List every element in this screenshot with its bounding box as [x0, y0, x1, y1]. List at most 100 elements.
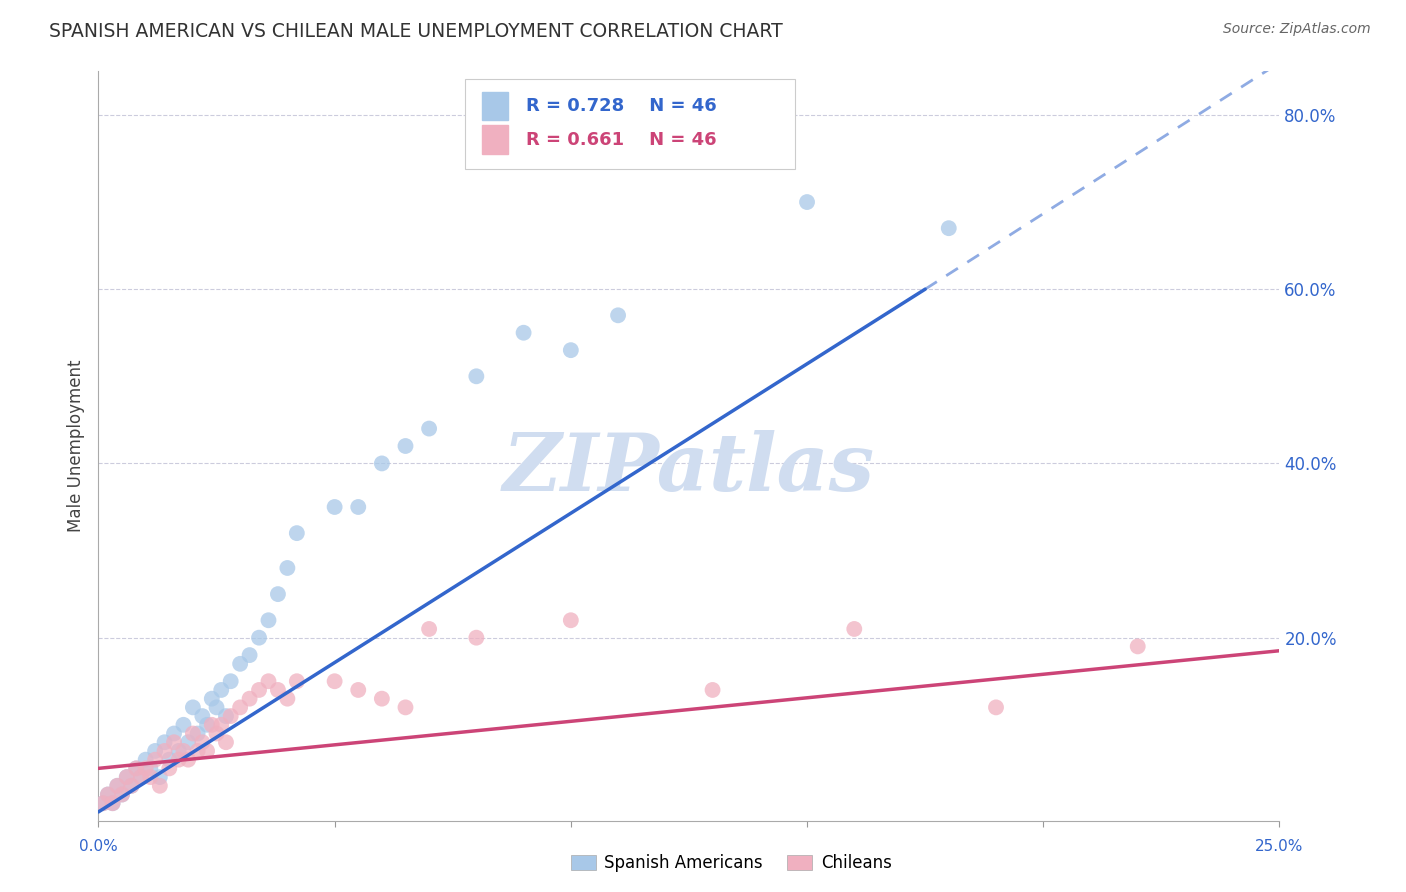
Point [129, 770, 152, 784]
Point [195, 744, 218, 758]
Point [796, 195, 818, 210]
Legend: Spanish Americans, Chileans: Spanish Americans, Chileans [564, 847, 898, 879]
Point [101, 796, 124, 810]
Point [149, 779, 172, 793]
Point [101, 796, 124, 810]
Point [209, 718, 232, 732]
Point [172, 718, 194, 732]
Point [111, 788, 134, 802]
Point [219, 709, 242, 723]
Point [143, 753, 166, 767]
Point [394, 700, 416, 714]
Point [607, 308, 630, 322]
Point [91, 796, 114, 810]
Point [172, 744, 194, 758]
Point [153, 735, 176, 749]
Point [465, 369, 488, 384]
Point [465, 631, 488, 645]
Point [195, 718, 218, 732]
Point [135, 761, 157, 775]
Point [984, 700, 1007, 714]
Point [139, 761, 162, 775]
Point [1126, 640, 1149, 654]
Y-axis label: Male Unemployment: Male Unemployment [66, 359, 84, 533]
Point [97, 788, 120, 802]
Point [371, 691, 394, 706]
Point [205, 726, 228, 740]
Point [177, 735, 200, 749]
Point [177, 753, 200, 767]
Point [323, 500, 346, 514]
Point [181, 700, 204, 714]
Point [215, 735, 238, 749]
Point [125, 761, 148, 775]
Text: Source: ZipAtlas.com: Source: ZipAtlas.com [1223, 22, 1371, 37]
Point [91, 796, 114, 810]
Text: R = 0.728    N = 46: R = 0.728 N = 46 [526, 97, 717, 115]
Point [938, 221, 960, 235]
Point [323, 674, 346, 689]
Point [215, 709, 238, 723]
FancyBboxPatch shape [482, 92, 508, 120]
Point [167, 753, 190, 767]
Point [229, 657, 252, 671]
Point [135, 753, 157, 767]
Point [205, 700, 228, 714]
Point [153, 744, 176, 758]
Point [121, 779, 143, 793]
Point [157, 753, 180, 767]
FancyBboxPatch shape [482, 125, 508, 153]
Point [347, 500, 370, 514]
Point [247, 631, 270, 645]
Point [239, 691, 262, 706]
Point [285, 674, 308, 689]
Point [187, 744, 209, 758]
Point [371, 457, 394, 471]
Point [97, 788, 120, 802]
Point [276, 691, 298, 706]
Text: 25.0%: 25.0% [1256, 838, 1303, 854]
Point [394, 439, 416, 453]
Point [143, 744, 166, 758]
Point [560, 343, 582, 358]
Point [157, 761, 180, 775]
Text: SPANISH AMERICAN VS CHILEAN MALE UNEMPLOYMENT CORRELATION CHART: SPANISH AMERICAN VS CHILEAN MALE UNEMPLO… [49, 22, 783, 41]
Point [219, 674, 242, 689]
Point [276, 561, 298, 575]
Point [201, 691, 224, 706]
Point [512, 326, 534, 340]
Point [257, 674, 280, 689]
Point [167, 744, 190, 758]
Point [257, 613, 280, 627]
Point [191, 709, 214, 723]
Point [229, 700, 252, 714]
Point [267, 587, 290, 601]
Point [105, 779, 128, 793]
Point [125, 761, 148, 775]
Point [844, 622, 866, 636]
Point [267, 682, 290, 697]
Point [187, 726, 209, 740]
Point [560, 613, 582, 627]
Point [347, 682, 370, 697]
Point [239, 648, 262, 662]
FancyBboxPatch shape [464, 78, 796, 169]
Point [129, 770, 152, 784]
Point [181, 726, 204, 740]
Point [115, 770, 138, 784]
Point [105, 779, 128, 793]
Point [149, 770, 172, 784]
Point [285, 526, 308, 541]
Point [111, 788, 134, 802]
Point [418, 622, 440, 636]
Point [201, 718, 224, 732]
Point [702, 682, 724, 697]
Point [139, 770, 162, 784]
Point [191, 735, 214, 749]
Point [163, 726, 186, 740]
Point [247, 682, 270, 697]
Point [115, 770, 138, 784]
Point [121, 779, 143, 793]
Point [209, 682, 232, 697]
Text: 0.0%: 0.0% [79, 838, 118, 854]
